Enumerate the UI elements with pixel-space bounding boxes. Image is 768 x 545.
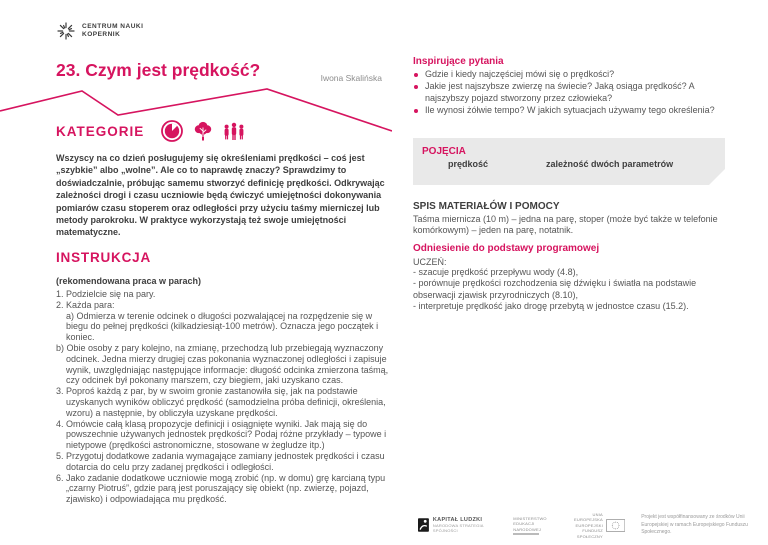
instrukcja-steps: 1. Podzielcie się na pary. 2. Każda para… bbox=[56, 289, 396, 505]
podstawa-item: - szacuje prędkość przepływu wody (4.8), bbox=[413, 267, 579, 277]
ministerstwo-logo: MINISTERSTWO EDUKACJI NARODOWEJ bbox=[513, 515, 547, 536]
step-item: 1. Podzielcie się na pary. bbox=[56, 289, 156, 299]
podstawa-item: - porównuje prędkości rozchodzenia się d… bbox=[413, 278, 697, 300]
intro-paragraph: Wszyscy na co dzień posługujemy się okre… bbox=[56, 153, 385, 238]
kapital-ludzki-logo: KAPITAŁ LUDZKI NARODOWA STRATEGIA SPÓJNO… bbox=[418, 517, 497, 533]
footer-logos: KAPITAŁ LUDZKI NARODOWA STRATEGIA SPÓJNO… bbox=[418, 512, 768, 539]
ministerstwo-underline bbox=[513, 533, 540, 536]
pytania-item: Jakie jest najszybsze zwierzę na świecie… bbox=[413, 81, 739, 104]
podstawa-section: Odniesienie do podstawy programowej UCZE… bbox=[413, 243, 739, 313]
kategorie-heading: KATEGORIE bbox=[56, 123, 145, 139]
bullet-dot bbox=[414, 72, 418, 77]
step-item: 2. Każda para: bbox=[56, 299, 115, 310]
brand-name: CENTRUM NAUKI KOPERNIK bbox=[82, 23, 143, 40]
unia-line3: FUNDUSZ SPOŁECZNY bbox=[576, 528, 603, 539]
pytania-item: Gdzie i kiedy najczęściej mówi się o prę… bbox=[413, 69, 739, 80]
kapital-ludzki-title: KAPITAŁ LUDZKI bbox=[432, 517, 483, 524]
step-item: 5. Przygotuj dodatkowe zadania wymagając… bbox=[56, 450, 385, 472]
pojecia-term: prędkość bbox=[448, 159, 489, 169]
materialy-heading: SPIS MATERIAŁÓW I POMOCY bbox=[413, 201, 560, 212]
podstawa-subheading: UCZEŃ: bbox=[413, 257, 447, 267]
bullet-dot bbox=[414, 108, 418, 113]
kapital-ludzki-figure-icon bbox=[418, 518, 429, 533]
pytania-list: Gdzie i kiedy najczęściej mówi się o prę… bbox=[413, 69, 739, 118]
starburst-icon bbox=[57, 22, 75, 40]
kapital-ludzki-subtitle: NARODOWA STRATEGIA SPÓJNOŚCI bbox=[432, 523, 484, 534]
step-item: a) Odmierza w terenie odcinek o długości… bbox=[66, 310, 379, 343]
kategorie-section: KATEGORIE bbox=[56, 119, 246, 143]
ministerstwo-line2: EDUKACJI bbox=[513, 521, 535, 527]
ministerstwo-line1: MINISTERSTWO bbox=[513, 515, 547, 521]
brand-logo: CENTRUM NAUKI KOPERNIK bbox=[56, 21, 143, 41]
step-item: 3. Poproś każdą z par, by w swoim gronie… bbox=[56, 386, 386, 418]
tree-icon bbox=[195, 121, 212, 141]
step-item: 4. Omówcie całą klasą propozycje definic… bbox=[56, 418, 387, 451]
materialy-body: Taśma miernicza (10 m) – jedna na parę, … bbox=[413, 214, 718, 236]
timer-icon bbox=[161, 120, 184, 142]
pytania-item-text: Ile wynosi żółwie tempo? W jakich sytuac… bbox=[425, 105, 715, 116]
pojecia-box: POJĘCIA prędkość zależność dwóch paramet… bbox=[413, 138, 725, 185]
podstawa-item: - interpretuje prędkość jako drogę przeb… bbox=[413, 301, 689, 312]
brand-name-line1: CENTRUM NAUKI bbox=[82, 22, 144, 30]
people-group-icon bbox=[224, 122, 244, 140]
pytania-heading: Inspirujące pytania bbox=[413, 56, 504, 67]
unia-europejska-logo: UNIA EUROPEJSKA EUROPEJSKI FUNDUSZ SPOŁE… bbox=[563, 512, 626, 539]
podstawa-heading: Odniesienie do podstawy programowej bbox=[413, 243, 600, 254]
pojecia-term: zależność dwóch parametrów bbox=[546, 159, 674, 169]
step-item: b) Obie osoby z pary kolejno, na zmianę,… bbox=[56, 342, 389, 386]
pytania-item-text: Jakie jest najszybsze zwierzę na świecie… bbox=[425, 81, 695, 103]
instrukcja-note: (rekomendowana praca w parach) bbox=[56, 276, 202, 286]
page-title: 23. Czym jest prędkość? bbox=[56, 60, 261, 80]
ministerstwo-line3: NARODOWEJ bbox=[513, 526, 542, 532]
pojecia-terms: prędkość zależność dwóch parametrów bbox=[422, 159, 725, 169]
zigzag-line-decoration bbox=[0, 88, 392, 132]
pojecia-heading: POJĘCIA bbox=[422, 146, 466, 157]
unia-line2: EUROPEJSKI bbox=[575, 522, 603, 528]
materialy-section: SPIS MATERIAŁÓW I POMOCY Taśma miernicza… bbox=[413, 201, 739, 237]
brand-name-line2: KOPERNIK bbox=[82, 31, 121, 38]
eu-flag-icon bbox=[605, 519, 626, 532]
step-item: 6. Jako zadanie dodatkowe uczniowie mogą… bbox=[56, 472, 386, 505]
pytania-item: Ile wynosi żółwie tempo? W jakich sytuac… bbox=[413, 105, 739, 116]
kategorie-icons bbox=[160, 119, 246, 143]
pytania-item-text: Gdzie i kiedy najczęściej mówi się o prę… bbox=[425, 69, 615, 79]
instrukcja-heading: INSTRUKCJA bbox=[56, 250, 152, 265]
bullet-dot bbox=[414, 84, 418, 89]
unia-line1: UNIA EUROPEJSKA bbox=[573, 512, 603, 523]
author-name: Iwona Skalińska bbox=[320, 73, 382, 83]
financing-note: Projekt jest współfinansowany ze środków… bbox=[641, 513, 748, 536]
unia-europejska-text: UNIA EUROPEJSKA EUROPEJSKI FUNDUSZ SPOŁE… bbox=[563, 512, 603, 539]
